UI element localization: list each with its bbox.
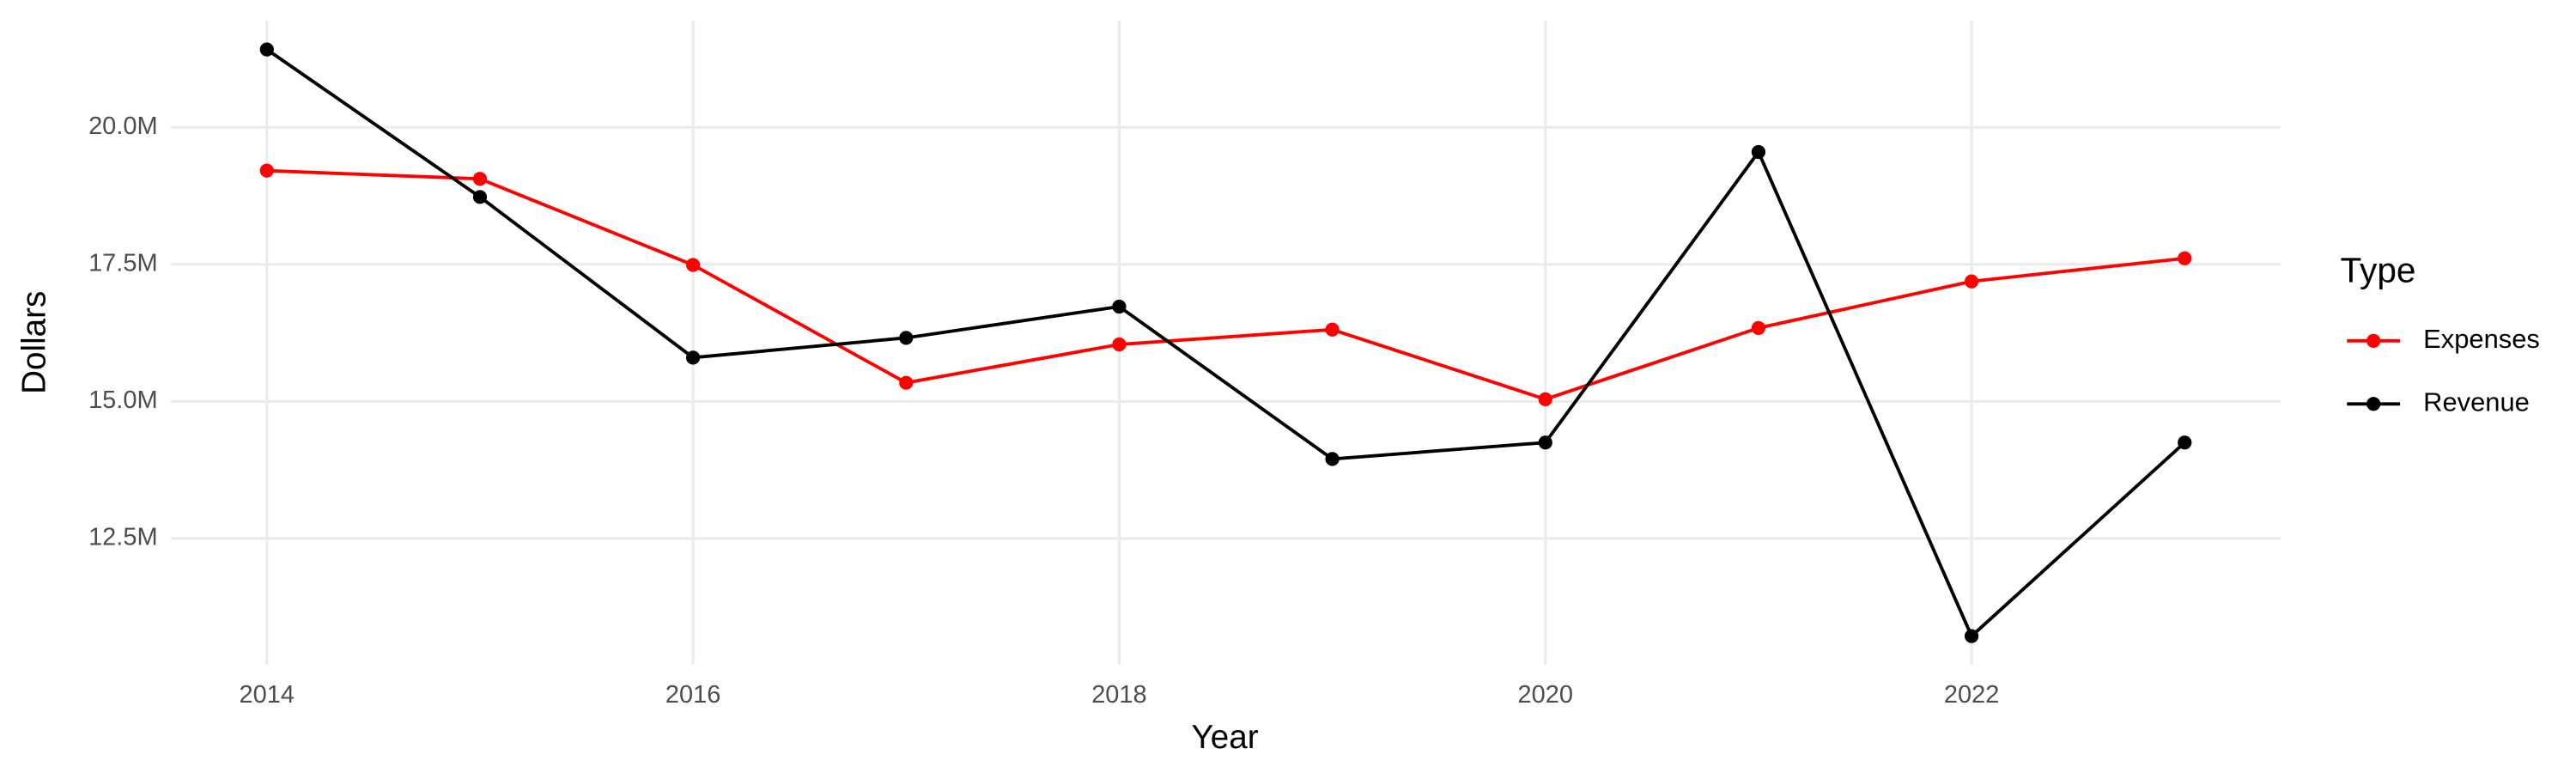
x-tick-label: 2018 [1091,681,1146,709]
point [1325,452,1340,466]
point [1538,435,1552,450]
point [899,375,914,390]
point [2178,251,2192,265]
point [472,190,488,204]
y-axis-title: Dollars [16,291,53,394]
point [259,42,274,57]
legend-label: Revenue [2423,386,2530,417]
point [259,163,274,178]
point [1112,299,1127,314]
x-tick-label: 2016 [665,681,720,709]
legend-point [2366,397,2381,411]
line [265,48,2186,639]
point [1751,144,1766,160]
x-tick-label: 2020 [1518,681,1573,709]
legend-point [2366,333,2381,348]
point [1751,320,1766,335]
legend-title: Type [2341,250,2416,289]
point [1964,629,1979,643]
point [1112,337,1127,352]
x-tick-label: 2022 [1944,681,1999,709]
y-tick-label: 20.0M [88,113,158,140]
point [1325,322,1340,337]
point [1538,392,1552,406]
point [1964,274,1979,289]
point [899,331,914,345]
point [685,350,701,365]
point [2178,435,2192,450]
y-tick-label: 12.5M [88,524,158,551]
point [472,172,488,186]
y-tick-label: 15.0M [88,386,158,414]
point [685,258,701,272]
x-axis-title: Year [1192,719,1259,756]
x-tick-label: 2014 [240,681,295,709]
y-tick-label: 17.5M [88,249,158,277]
legend-label: Expenses [2423,324,2540,354]
line [266,168,2185,401]
